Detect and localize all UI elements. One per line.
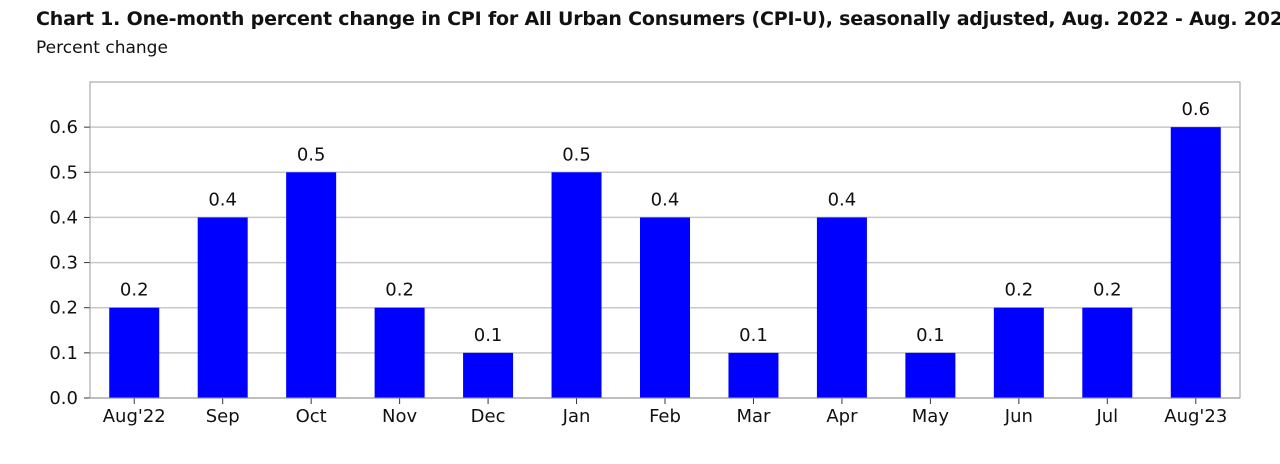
- data-label: 0.5: [297, 144, 326, 165]
- data-label: 0.5: [562, 144, 591, 165]
- bar: [197, 217, 248, 398]
- x-tick-label: Aug'22: [103, 406, 166, 427]
- x-tick-label: Aug'23: [1164, 406, 1227, 427]
- data-label: 0.1: [474, 325, 503, 346]
- bar: [551, 172, 602, 398]
- y-tick-label: 0.6: [49, 117, 78, 138]
- data-label: 0.1: [916, 325, 945, 346]
- x-tick-label: May: [912, 406, 950, 427]
- bar: [993, 307, 1044, 398]
- x-tick-label: Jan: [562, 406, 591, 427]
- y-axis-ticks: 0.0 0.1 0.2 0.3 0.4 0.5 0.6: [49, 117, 90, 409]
- data-label: 0.4: [828, 189, 857, 210]
- x-tick-label: Dec: [471, 406, 506, 427]
- y-tick-label: 0.0: [49, 388, 78, 409]
- y-tick-label: 0.1: [49, 343, 78, 364]
- data-label: 0.2: [385, 280, 414, 301]
- bar: [463, 352, 514, 398]
- bar: [1082, 307, 1133, 398]
- x-tick-label: Sep: [206, 406, 240, 427]
- y-tick-label: 0.2: [49, 298, 78, 319]
- data-label: 0.2: [120, 280, 149, 301]
- x-tick-label: Jun: [1004, 406, 1033, 427]
- bar: [286, 172, 337, 398]
- x-tick-label: Nov: [382, 406, 417, 427]
- x-tick-label: Feb: [649, 406, 681, 427]
- y-tick-label: 0.3: [49, 253, 78, 274]
- bar: [816, 217, 867, 398]
- bar: [1170, 127, 1221, 399]
- chart-title: Chart 1. One-month percent change in CPI…: [36, 8, 1280, 30]
- bar: [109, 307, 160, 398]
- x-axis-ticks: Aug'22 Sep Oct Nov Dec Jan Feb Mar Apr May Jun Jul A…: [103, 398, 1227, 427]
- data-label: 0.1: [739, 325, 768, 346]
- bar: [374, 307, 425, 398]
- bars: [109, 127, 1221, 399]
- bar: [640, 217, 690, 398]
- data-label: 0.6: [1181, 99, 1210, 120]
- y-tick-label: 0.4: [49, 207, 78, 228]
- data-label: 0.2: [1093, 280, 1122, 301]
- x-tick-label: Apr: [826, 406, 858, 427]
- data-label: 0.4: [651, 189, 680, 210]
- plot-frame: [89, 81, 1241, 399]
- data-labels: 0.2 0.4 0.5 0.2 0.1 0.5 0.4 0.1 0.4 0.1 0.2 0.2 0.6: [120, 99, 1210, 346]
- y-axis-label: Percent change: [36, 38, 168, 58]
- x-tick-label: Jul: [1095, 406, 1118, 427]
- y-tick-label: 0.5: [49, 162, 78, 183]
- bar: [728, 352, 779, 398]
- data-label: 0.2: [1005, 280, 1034, 301]
- x-tick-label: Oct: [296, 406, 327, 427]
- bar: [905, 352, 956, 398]
- x-tick-label: Mar: [736, 406, 771, 427]
- data-label: 0.4: [208, 189, 237, 210]
